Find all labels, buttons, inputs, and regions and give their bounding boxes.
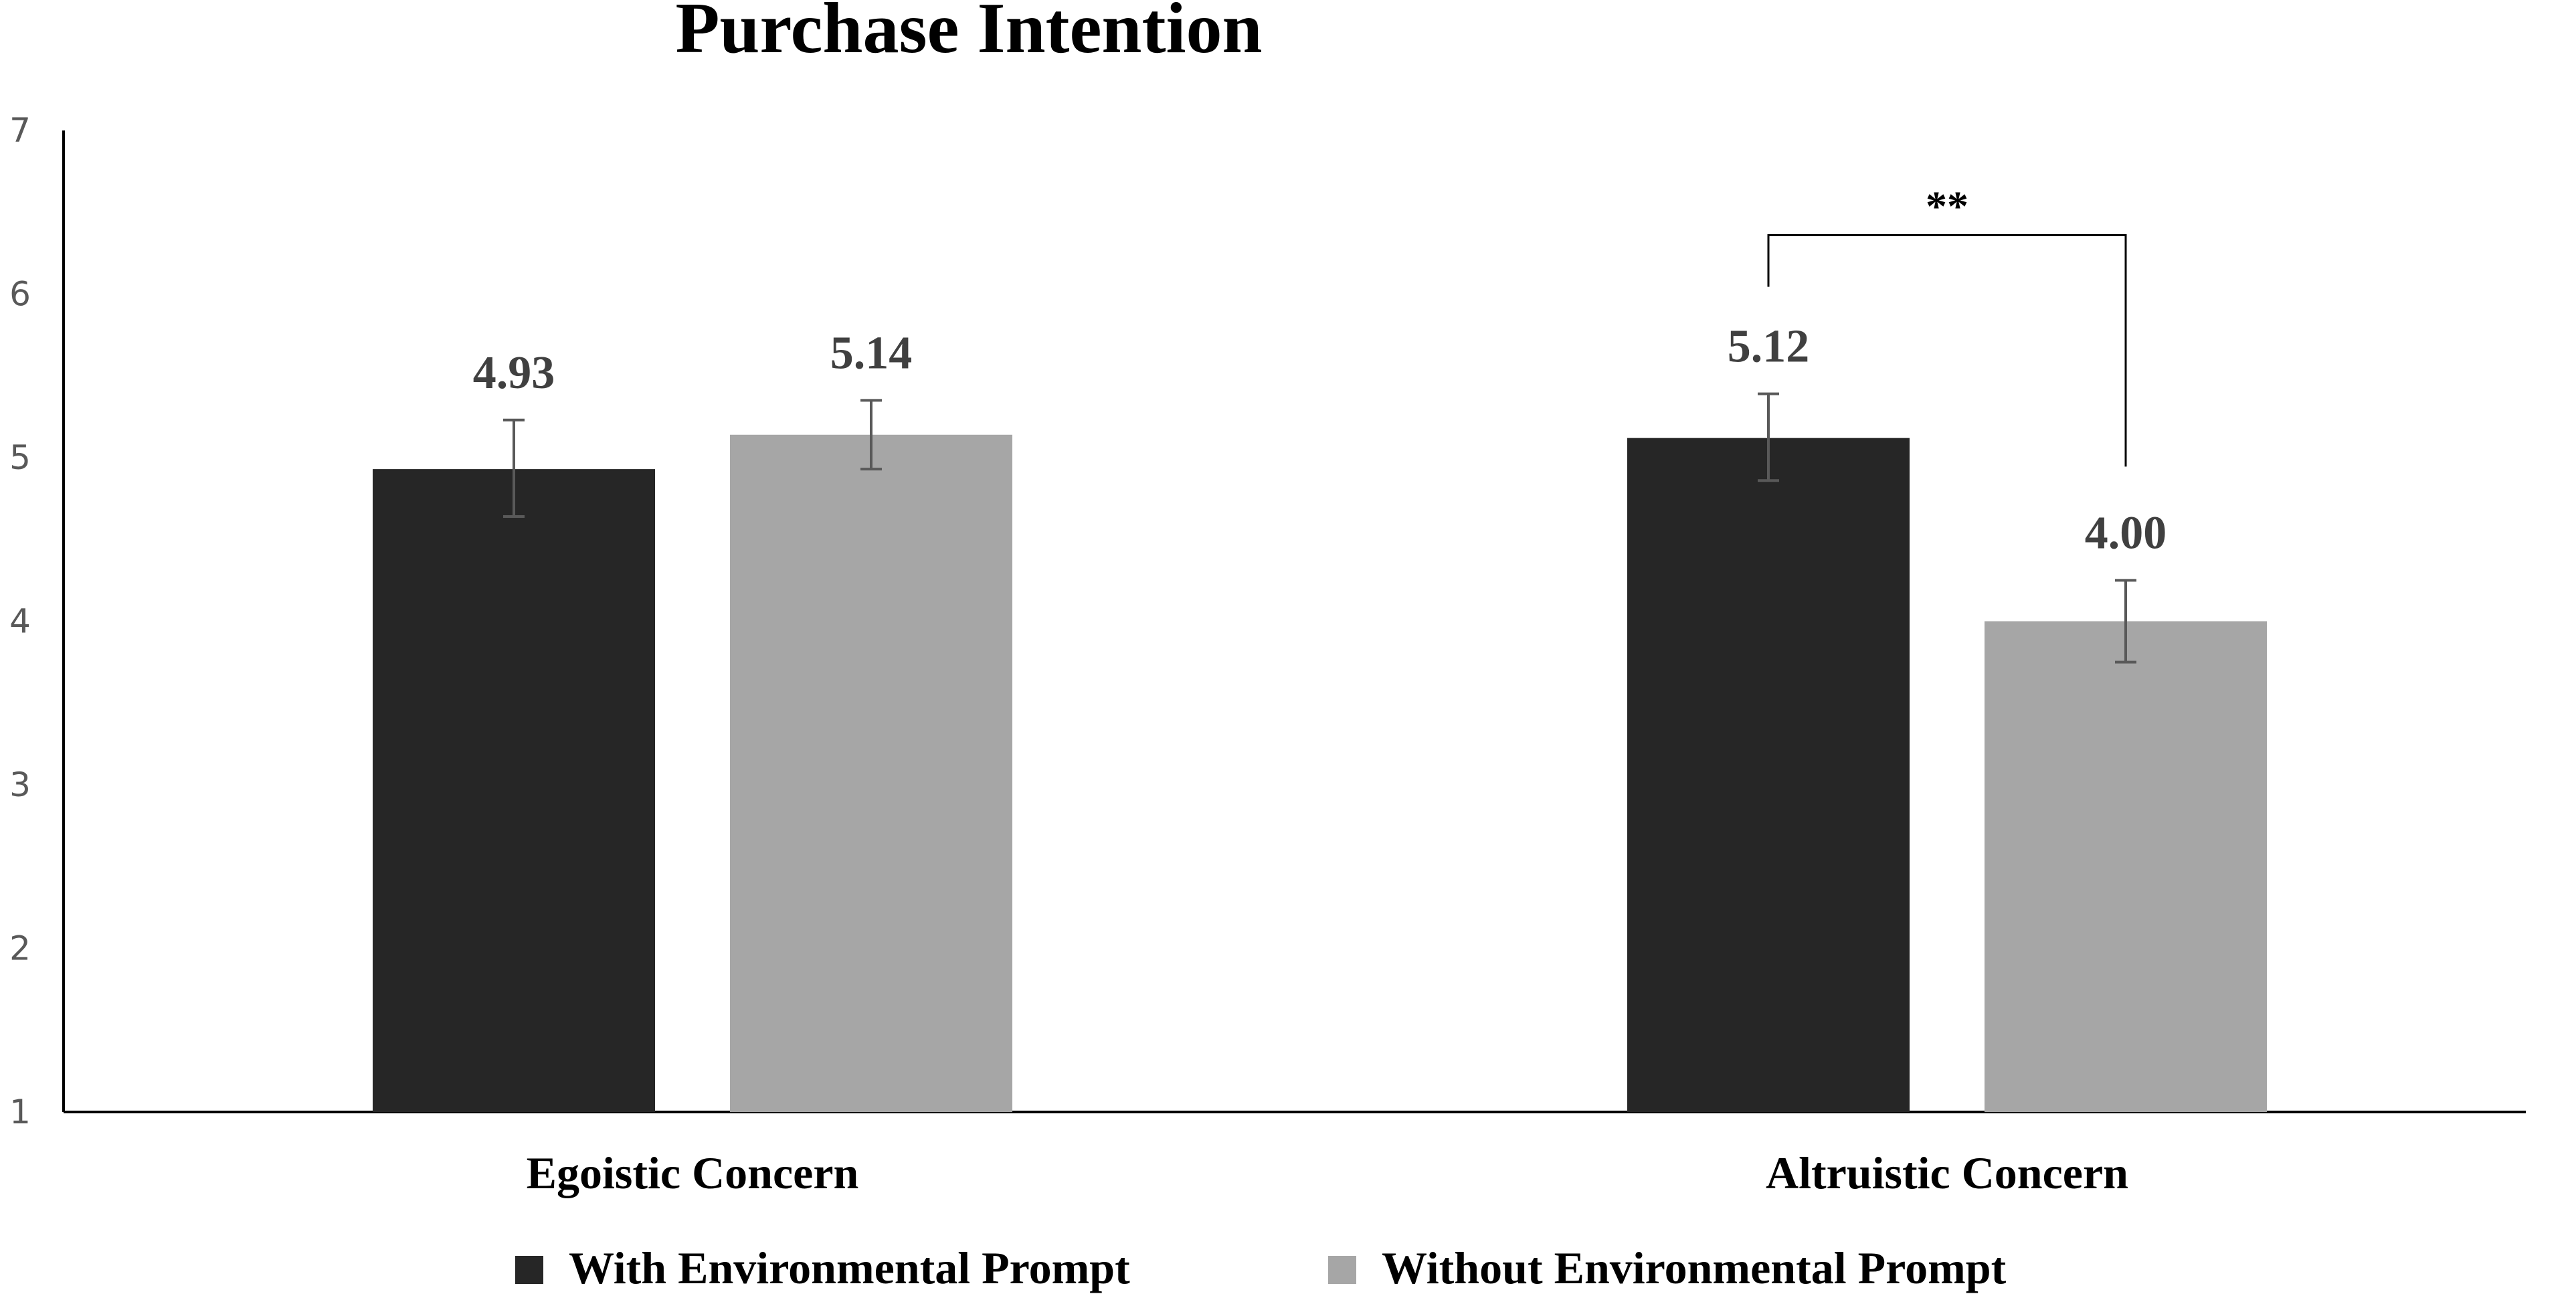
error-bars bbox=[503, 392, 2136, 664]
bar bbox=[1985, 621, 2267, 1112]
error-bar bbox=[2115, 579, 2136, 664]
data-label: 4.00 bbox=[2085, 507, 2167, 559]
legend-swatch bbox=[1328, 1256, 1356, 1284]
category-label: Egoistic Concern bbox=[527, 1147, 859, 1198]
significance-bracket bbox=[1767, 234, 2127, 467]
bar bbox=[373, 469, 655, 1112]
significance-annotation: ** bbox=[1767, 182, 2127, 467]
data-labels: 4.93 5.12 5.14 4.00 bbox=[473, 321, 2167, 559]
y-tick-label: 7 bbox=[9, 111, 31, 150]
y-tick-label: 6 bbox=[9, 275, 31, 314]
significance-marker: ** bbox=[1926, 182, 1968, 229]
legend-swatch bbox=[515, 1256, 543, 1284]
legend-item: Without Environmental Prompt bbox=[1328, 1242, 2007, 1293]
y-tick-label: 2 bbox=[9, 929, 31, 968]
y-tick-label: 4 bbox=[9, 602, 31, 641]
category-label: Altruistic Concern bbox=[1766, 1147, 2128, 1198]
legend: With Environmental Prompt Without Environ… bbox=[515, 1242, 2007, 1293]
error-bar bbox=[1758, 392, 1779, 482]
y-tick-label: 1 bbox=[9, 1093, 31, 1131]
bar bbox=[1627, 438, 1910, 1112]
bars bbox=[373, 434, 2267, 1112]
bar bbox=[730, 434, 1012, 1112]
data-label: 4.93 bbox=[473, 347, 555, 399]
data-label: 5.12 bbox=[1728, 321, 1810, 373]
data-label: 5.14 bbox=[830, 327, 913, 379]
y-tick-label: 3 bbox=[9, 765, 31, 804]
legend-label: Without Environmental Prompt bbox=[1382, 1242, 2007, 1293]
category-labels: Egoistic Concern Altruistic Concern bbox=[527, 1147, 2128, 1198]
error-bar bbox=[860, 399, 882, 471]
legend-item: With Environmental Prompt bbox=[515, 1242, 1130, 1293]
chart-title: Purchase Intention bbox=[675, 0, 1262, 68]
y-axis-ticks: 1 2 3 4 5 6 7 bbox=[9, 111, 31, 1131]
legend-label: With Environmental Prompt bbox=[569, 1242, 1130, 1293]
y-tick-label: 5 bbox=[9, 438, 31, 477]
error-bar bbox=[503, 418, 525, 519]
